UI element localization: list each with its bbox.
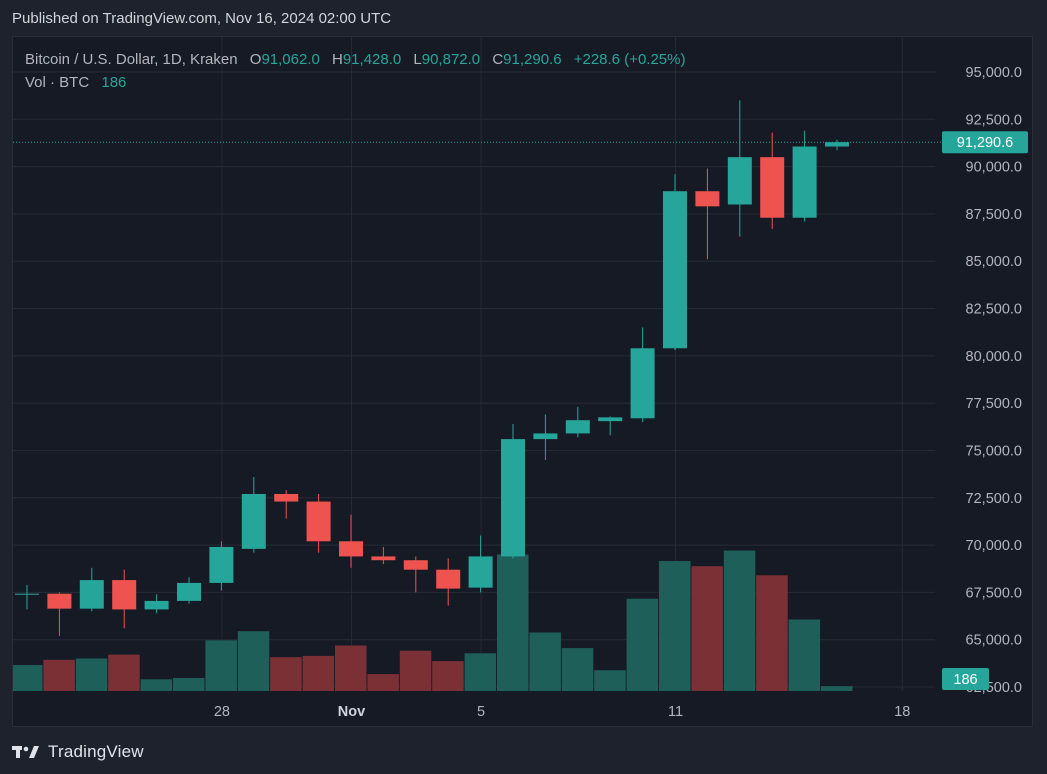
y-tick-label: 67,500.0 [966, 585, 1022, 601]
volume-bar [788, 619, 821, 691]
y-tick-label: 87,500.0 [966, 207, 1022, 223]
volume-bar [529, 632, 561, 691]
volume-bar [691, 566, 723, 691]
volume-bar [432, 661, 464, 691]
high-value: 91,428.0 [342, 51, 402, 68]
candlestick-chart[interactable]: 95,000.0 92,500.0 90,000.0 87,500.0 85,000.0… [13, 37, 1032, 726]
y-tick-label: 92,500.0 [966, 112, 1022, 128]
volume-bar [626, 598, 659, 691]
y-tick-label: 85,000.0 [966, 254, 1022, 270]
y-tick-label: 70,000.0 [966, 538, 1022, 554]
low-label: L [413, 51, 422, 68]
high-label: H [332, 51, 343, 68]
close-label: C [492, 51, 504, 68]
candle-body [468, 556, 493, 588]
candle-body [792, 146, 817, 218]
volume-bar [561, 648, 594, 691]
price-tag [942, 131, 1028, 154]
volume-bar [108, 654, 140, 691]
volume-bar [270, 657, 302, 691]
volume-label[interactable]: Vol · BTC [25, 74, 90, 91]
candle-body [112, 580, 137, 610]
candle-body [533, 433, 558, 440]
y-tick-label: 72,500.0 [966, 491, 1022, 507]
candle-body [403, 560, 428, 570]
volume-bar [464, 653, 497, 691]
candle-body [209, 546, 234, 583]
change-value: +228.6 (+0.25%) [573, 51, 686, 68]
volume-bar [43, 659, 75, 691]
volume-bar [723, 550, 756, 691]
candle-body [371, 556, 396, 561]
y-tick-label: 80,000.0 [966, 349, 1022, 365]
candle-body [339, 541, 363, 557]
volume-value: 186 [101, 74, 127, 91]
volume-tag [942, 668, 989, 690]
candle-body [15, 593, 39, 595]
candle-body [727, 157, 752, 205]
x-tick-label: 11 [668, 704, 683, 720]
candle-body [663, 191, 687, 349]
candle-body [144, 600, 169, 610]
volume-bar [821, 686, 853, 691]
volume-bar [75, 658, 108, 691]
y-tick-label: 82,500.0 [966, 302, 1022, 318]
volume-bar [335, 645, 367, 691]
y-tick-label: 95,000.0 [966, 65, 1022, 81]
candle-body [47, 593, 72, 609]
volume-bar [140, 679, 173, 691]
volume-legend-row: Vol · BTC 186 [25, 71, 685, 94]
footer: TradingView [12, 740, 144, 764]
low-value: 90,872.0 [421, 51, 481, 68]
candle-body [825, 142, 849, 147]
volume-bar [237, 631, 270, 691]
published-caption: Published on TradingView.com, Nov 16, 20… [12, 10, 392, 27]
candle-body [695, 191, 720, 207]
x-tick-label: 28 [214, 704, 230, 720]
open-label: O [249, 51, 262, 68]
y-tick-label: 77,500.0 [966, 396, 1022, 412]
volume-bar [659, 561, 691, 691]
symbol-name[interactable]: Bitcoin / U.S. Dollar, 1D, Kraken [25, 51, 238, 68]
volume-bar [497, 554, 529, 691]
volume-bar [367, 674, 399, 691]
candle-body [306, 501, 331, 542]
open-value: 91,062.0 [261, 51, 320, 68]
tradingview-logo-icon[interactable] [12, 744, 42, 760]
volume-bar [302, 655, 335, 691]
volume-bar [399, 650, 432, 691]
candle-body [760, 157, 785, 218]
candle-body [79, 580, 104, 609]
volume-tag-label: 186 [953, 672, 977, 688]
candle-body [436, 569, 461, 589]
volume-bar [173, 678, 205, 691]
chart-frame[interactable]: 95,000.0 92,500.0 90,000.0 87,500.0 85,000.0… [12, 36, 1033, 727]
y-tick-label: 65,000.0 [966, 633, 1022, 649]
candle-body [598, 417, 623, 422]
price-tag-label: 91,290.6 [957, 135, 1013, 151]
volume-bar [205, 640, 237, 691]
volume-bar [594, 670, 626, 691]
candle-body [630, 348, 655, 419]
tradingview-brand[interactable]: TradingView [48, 742, 144, 761]
candle-body [241, 493, 266, 549]
close-value: 91,290.6 [503, 51, 562, 68]
volume-bar [756, 575, 788, 691]
y-tick-label: 90,000.0 [966, 160, 1022, 176]
candle-body [177, 582, 201, 601]
ohlc-legend-row: Bitcoin / U.S. Dollar, 1D, Kraken O91,06… [25, 48, 685, 71]
x-tick-label: 18 [894, 704, 910, 720]
x-tick-label: 5 [477, 704, 485, 720]
candle-body [501, 439, 525, 557]
candle-body [274, 493, 299, 502]
x-tick-label: Nov [338, 704, 365, 720]
y-tick-label: 75,000.0 [966, 443, 1022, 459]
candle-body [565, 420, 590, 434]
volume-bar [13, 665, 43, 691]
chart-legend: Bitcoin / U.S. Dollar, 1D, Kraken O91,06… [25, 48, 685, 94]
